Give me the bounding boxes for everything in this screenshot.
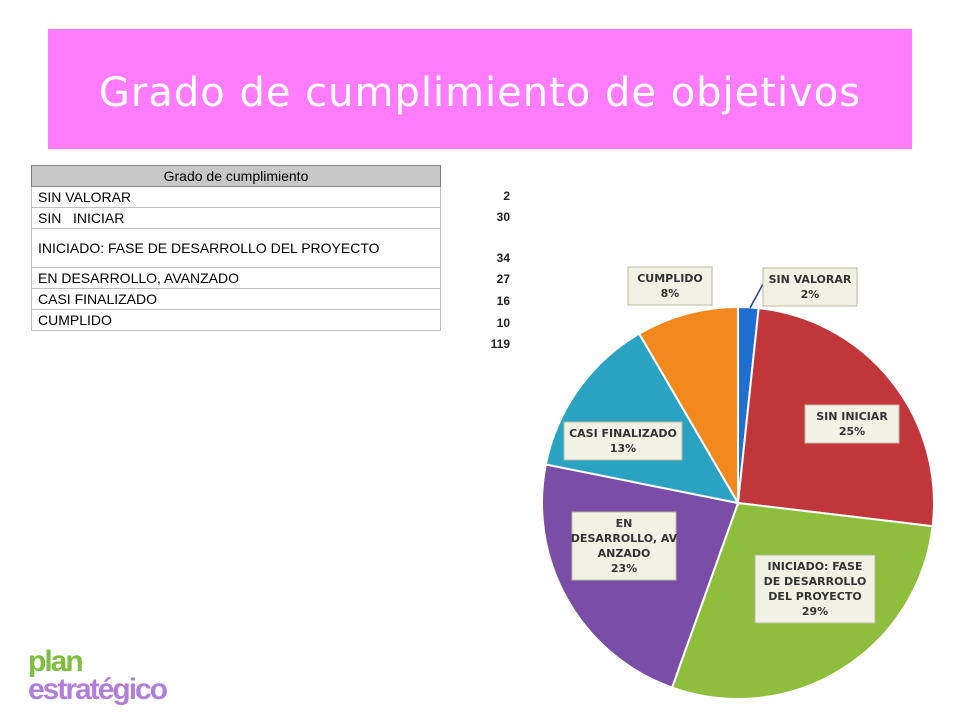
slice-category-label: SIN INICIAR: [816, 410, 888, 423]
logo-line-2: estratégico: [28, 673, 168, 706]
slice-label-sin-iniciar: SIN INICIAR 25%: [804, 404, 900, 444]
slice-label-cumplido: CUMPLIDO 8%: [627, 266, 713, 306]
slice-percent-label: 13%: [610, 442, 636, 455]
slice-percent-label: 8%: [661, 287, 680, 300]
row-value-iniciado: 34: [496, 251, 510, 265]
label-box: [627, 266, 713, 306]
row-value-sin-valorar: 2: [503, 189, 510, 203]
slice-percent-label: 29%: [802, 605, 828, 618]
data-table: Grado de cumplimiento SIN VALORAR SIN IN…: [31, 165, 441, 331]
label-box: [571, 511, 677, 581]
leader-line-sin-valorar: [749, 283, 764, 309]
slice-label-casi-finalizado: CASI FINALIZADO 13%: [563, 421, 683, 461]
table-header: Grado de cumplimiento: [31, 165, 441, 187]
slice-category-label: SIN VALORAR: [769, 273, 852, 286]
page-title: Grado de cumplimiento de objetivos: [98, 70, 862, 116]
label-box: [754, 554, 876, 624]
table-row: EN DESARROLLO, AVANZADO: [31, 267, 441, 289]
pie-chart: SIN VALORAR 2% SIN INICIAR 25% INICIADO: FAS…: [541, 266, 935, 700]
slice-category-label: CUMPLIDO: [637, 272, 703, 285]
slice-label-sin-valorar: SIN VALORAR 2%: [762, 267, 858, 307]
total-value: 119: [490, 337, 510, 351]
row-value-cumplido: 10: [496, 316, 510, 330]
table-row: CASI FINALIZADO: [31, 288, 441, 310]
slice-category-label: EN: [616, 517, 633, 530]
row-label-cumplido: CUMPLIDO: [31, 309, 441, 331]
slice-category-label: DEL PROYECTO: [768, 590, 861, 603]
slice-category-label: CASI FINALIZADO: [569, 427, 677, 440]
slice-percent-label: 23%: [611, 562, 637, 575]
row-label-sin-iniciar: SIN INICIAR: [31, 207, 441, 229]
pie-slice-cumplido: [637, 305, 739, 507]
row-value-casi-finalizado: 16: [496, 294, 510, 308]
table-row: CUMPLIDO: [31, 309, 441, 331]
logo-line-1: plan: [28, 645, 84, 678]
label-box: [563, 421, 683, 461]
slice-category-label: INICIADO: FASE: [768, 560, 863, 573]
slice-category-label: DE DESARROLLO: [764, 575, 867, 588]
row-label-en-desarrollo: EN DESARROLLO, AVANZADO: [31, 267, 441, 289]
row-label-sin-valorar: SIN VALORAR: [31, 186, 441, 208]
slice-label-en-desarrollo: EN DESARROLLO, AV ANZADO 23%: [571, 511, 678, 581]
table-row: SIN INICIAR: [31, 207, 441, 229]
logo: plan estratégico: [28, 645, 168, 706]
slice-label-iniciado: INICIADO: FASE DE DESARROLLO DEL PROYECTO 2…: [754, 554, 876, 624]
row-value-en-desarrollo: 27: [496, 272, 510, 286]
table-row: INICIADO: FASE DE DESARROLLO DEL PROYECT…: [31, 228, 441, 268]
row-value-sin-iniciar: 30: [496, 210, 510, 224]
slice-percent-label: 25%: [839, 425, 865, 438]
slice-category-label: ANZADO: [598, 547, 651, 560]
pie-slice-casi-finalizado: [544, 332, 740, 505]
table-row: SIN VALORAR: [31, 186, 441, 208]
row-label-iniciado: INICIADO: FASE DE DESARROLLO DEL PROYECT…: [31, 228, 441, 268]
label-box: [804, 404, 900, 444]
label-box: [762, 267, 858, 307]
slice-percent-label: 2%: [801, 288, 820, 301]
title-band: Grado de cumplimiento de objetivos: [48, 29, 912, 149]
slice-category-label: DESARROLLO, AV: [571, 532, 678, 545]
row-label-casi-finalizado: CASI FINALIZADO: [31, 288, 441, 310]
